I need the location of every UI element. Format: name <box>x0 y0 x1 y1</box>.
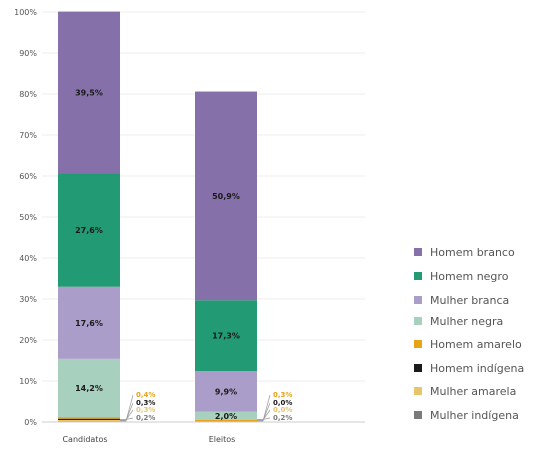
legend-swatch <box>414 411 422 419</box>
bar-candidatos: 14,2%17,6%27,6%39,5%0,4%0,3%0,3%0,2% <box>58 11 155 422</box>
small-data-label: 0,3% <box>273 391 292 399</box>
data-label: 39,5% <box>75 89 103 98</box>
legend-swatch <box>414 272 422 280</box>
leader-line <box>120 394 134 422</box>
legend-label: Mulher branca <box>430 294 509 307</box>
bar-segment-mulher-negra <box>58 358 120 418</box>
bars: 14,2%17,6%27,6%39,5%0,4%0,3%0,3%0,2% 2,0%… <box>58 11 292 422</box>
data-label: 14,2% <box>75 384 103 393</box>
leader-line <box>257 409 271 421</box>
small-data-label: 0,0% <box>273 406 292 414</box>
y-tick-label: 0% <box>24 418 37 427</box>
bar-segment-homem-amarelo <box>58 417 120 419</box>
bar-segment-mulher-amarela <box>58 419 120 422</box>
legend-label: Homem amarelo <box>430 338 522 351</box>
data-label: 9,9% <box>215 387 237 396</box>
legend-swatch <box>414 248 422 256</box>
data-label: 50,9% <box>212 192 240 201</box>
bar-segment-homem-branco <box>58 11 120 174</box>
legend-swatch <box>414 296 422 304</box>
leader-line <box>120 417 134 420</box>
bar-segment-mulher-negra <box>195 411 257 420</box>
legend-label: Homem branco <box>430 246 515 259</box>
legend-swatch <box>414 317 422 325</box>
small-data-label: 0,2% <box>273 414 292 422</box>
data-label: 27,6% <box>75 226 103 235</box>
x-tick-label: Candidatos <box>62 435 107 444</box>
y-tick-label: 70% <box>19 131 37 140</box>
legend-item-mulher-negra: Mulher negra <box>414 315 503 328</box>
y-tick-label: 30% <box>19 295 37 304</box>
bar-segment-homem-negro <box>195 300 257 372</box>
bar-eleitos: 2,0%9,9%17,3%50,9%0,3%0,0%0,0%0,2% <box>195 91 292 422</box>
leader-line <box>257 402 271 421</box>
data-label: 2,0% <box>215 412 237 421</box>
bar-segment-homem-indigena <box>58 418 120 420</box>
data-label: 17,3% <box>212 332 240 341</box>
leader-line <box>120 409 134 421</box>
y-tick-label: 80% <box>19 90 37 99</box>
legend-label: Homem indígena <box>430 362 524 375</box>
legend-item-mulher-indigena: Mulher indígena <box>414 409 519 422</box>
legend-item-mulher-branca: Mulher branca <box>414 294 509 307</box>
y-tick-label: 20% <box>19 336 37 345</box>
small-data-label: 0,3% <box>136 399 155 407</box>
legend-label: Mulher amarela <box>430 385 516 398</box>
legend-label: Mulher negra <box>430 315 503 328</box>
leader-line <box>120 402 134 421</box>
legend-item-homem-negro: Homem negro <box>414 270 509 283</box>
bar-segment-mulher-branca <box>195 371 257 412</box>
y-tick-label: 10% <box>19 377 37 386</box>
bar-segment-homem-negro <box>58 173 120 287</box>
leader-line <box>257 417 271 420</box>
legend-swatch <box>414 340 422 348</box>
y-tick-label: 90% <box>19 49 37 58</box>
x-axis: Candidatos Eleitos <box>42 421 365 444</box>
y-tick-label: 40% <box>19 254 37 263</box>
y-tick-label: 60% <box>19 172 37 181</box>
legend-item-homem-branco: Homem branco <box>414 246 515 259</box>
bar-segment-homem-branco <box>195 91 257 301</box>
legend-swatch <box>414 387 422 395</box>
small-data-label: 0,3% <box>136 406 155 414</box>
legend-swatch <box>414 364 422 372</box>
legend-label: Homem negro <box>430 270 509 283</box>
data-label: 17,6% <box>75 319 103 328</box>
bar-segment-mulher-branca <box>58 286 120 359</box>
small-data-label: 0,4% <box>136 391 155 399</box>
x-tick-label: Eleitos <box>209 435 236 444</box>
legend-item-mulher-amarela: Mulher amarela <box>414 385 516 398</box>
legend-label: Mulher indígena <box>430 409 519 422</box>
small-data-label: 0,2% <box>136 414 155 422</box>
y-tick-label: 50% <box>19 213 37 222</box>
legend: Homem branco Homem negro Mulher branca Mulh… <box>414 246 524 422</box>
leader-line <box>257 394 271 422</box>
y-axis: 0% 10% 20% 30% 40% 50% 60% 70% 80% 90% 100% <box>14 8 37 427</box>
y-tick-label: 100% <box>14 8 37 17</box>
legend-item-homem-indigena: Homem indígena <box>414 362 524 375</box>
legend-item-homem-amarelo: Homem amarelo <box>414 338 522 351</box>
bar-segment-homem-amarelo <box>195 419 257 422</box>
small-data-label: 0,0% <box>273 399 292 407</box>
